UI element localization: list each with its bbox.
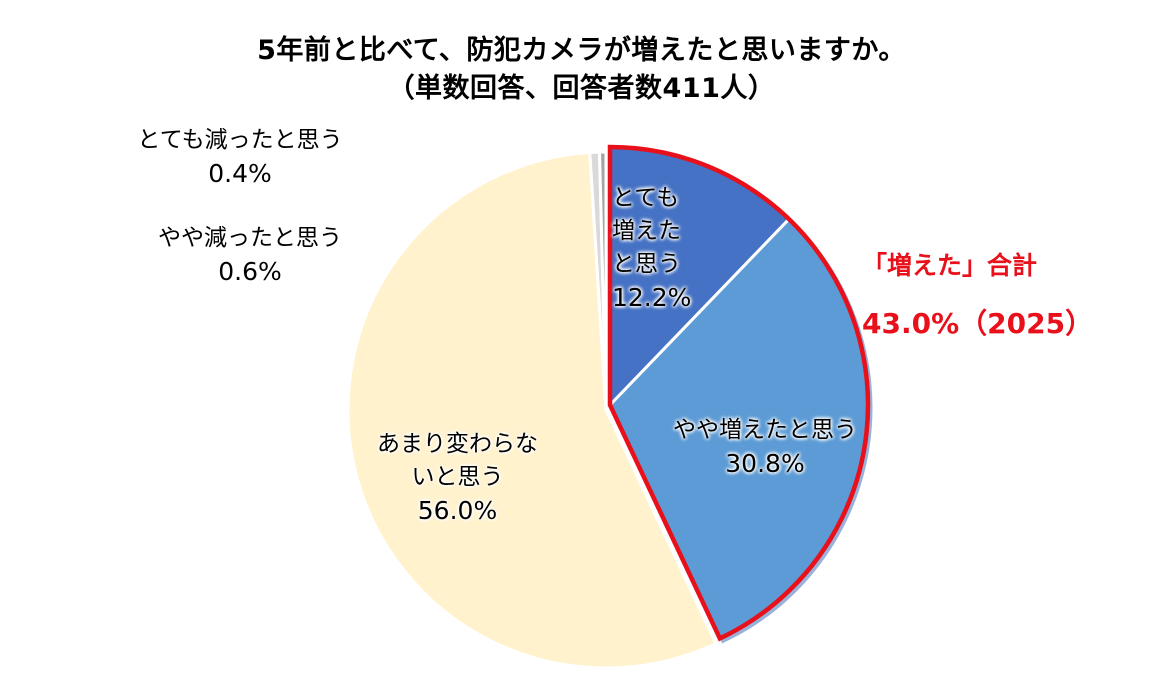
label-much-increase-pct: 12.2% [612, 283, 692, 312]
label-much-decrease-pct: 0.4% [208, 159, 272, 188]
label-some-increase: やや増えたと思う 30.8% [640, 414, 890, 480]
label-some-increase-pct: 30.8% [725, 449, 805, 478]
label-no-change: あまり変わらな いと思う 56.0% [350, 428, 565, 527]
label-no-change-pct: 56.0% [417, 496, 498, 525]
increase-total-highlight-outline [607, 144, 871, 642]
chart-title: 5年前と比べて、防犯カメラが増えたと思いますか。 [257, 35, 906, 66]
label-much-increase-line1: とても [612, 185, 680, 211]
label-much-increase-line3: と思う [612, 251, 681, 277]
label-much-increase: とても 増えた と思う 12.2% [612, 182, 732, 314]
label-much-increase-line2: 増えた [612, 218, 681, 244]
chart-subtitle: （単数回答、回答者数411人） [387, 73, 776, 104]
slice-much-decrease [597, 150, 608, 411]
label-no-change-line2: いと思う [411, 464, 504, 490]
total-increase-value: 43.0%（2025） [862, 307, 1094, 340]
label-some-decrease-pct: 0.6% [218, 257, 282, 286]
slice-no-change [346, 150, 718, 670]
label-no-change-line1: あまり変わらな [377, 431, 538, 457]
label-much-decrease-line1: とても減ったと思う [137, 127, 343, 153]
label-some-increase-line1: やや増えたと思う [673, 417, 857, 443]
label-much-decrease: とても減ったと思う 0.4% [110, 124, 370, 190]
label-some-decrease-line1: やや減ったと思う [158, 225, 342, 251]
label-some-decrease: やや減ったと思う 0.6% [125, 222, 375, 288]
total-increase-heading: 「増えた」合計 [862, 251, 1038, 280]
